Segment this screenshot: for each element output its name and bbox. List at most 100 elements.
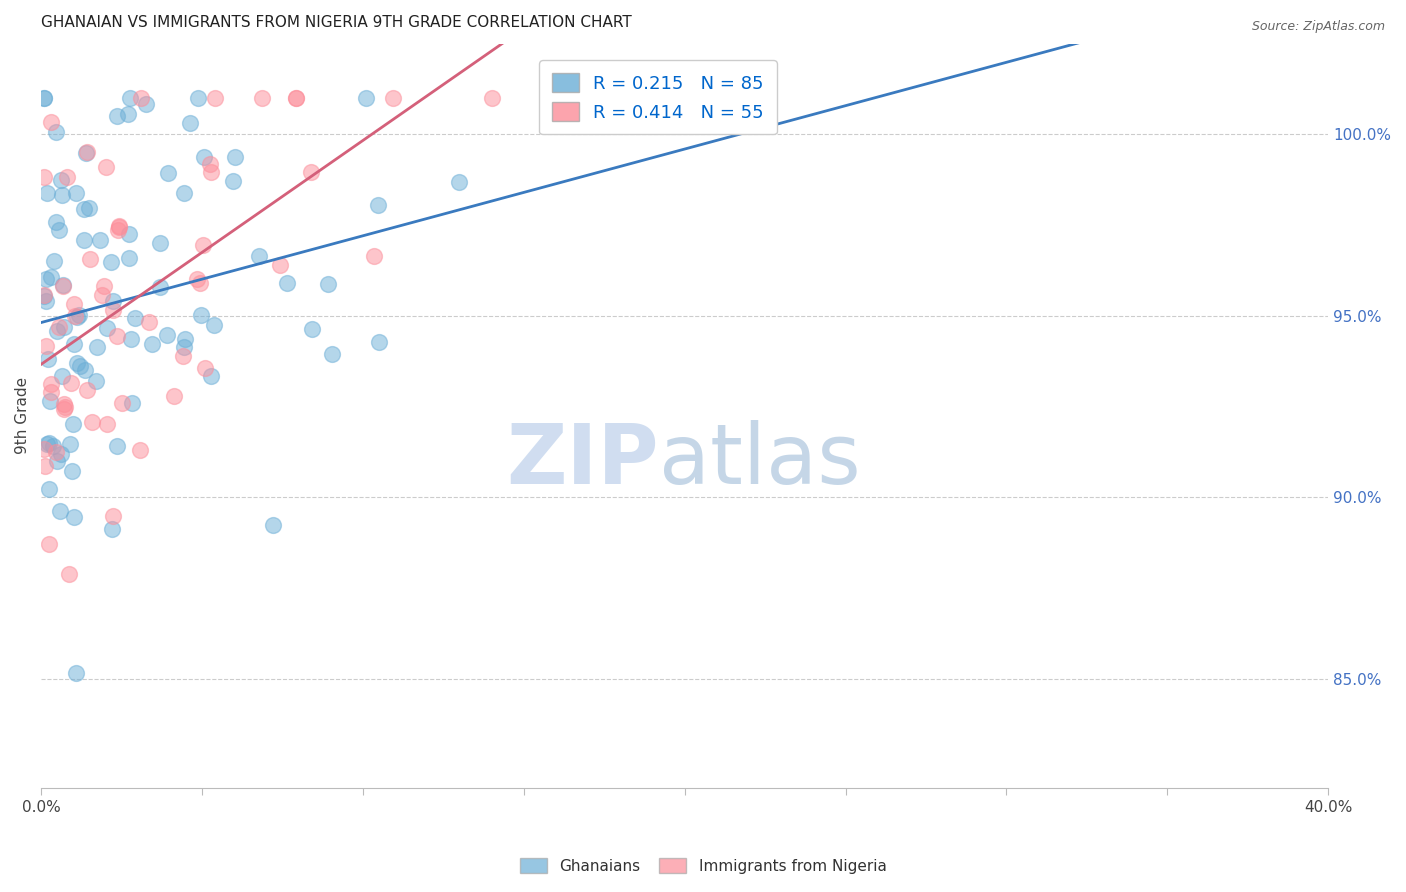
- Point: [69, 359, 91, 374]
- Point: [191, 237, 214, 252]
- Point: [76, 145, 98, 160]
- Point: [73, 233, 96, 247]
- Point: [82, 415, 104, 429]
- Point: [52, 279, 75, 293]
- Point: [96, 320, 118, 334]
- Point: [356, 91, 378, 105]
- Point: [45, 444, 67, 458]
- Point: [269, 258, 291, 272]
- Point: [45, 125, 67, 139]
- Point: [173, 340, 195, 354]
- Point: [39, 393, 62, 408]
- Point: [120, 332, 142, 346]
- Point: [53, 397, 76, 411]
- Point: [141, 337, 163, 351]
- Point: [39, 377, 62, 392]
- Point: [49, 172, 72, 186]
- Point: [194, 360, 217, 375]
- Point: [39, 115, 62, 129]
- Point: [65, 665, 87, 680]
- Point: [35, 186, 58, 201]
- Point: [118, 251, 141, 265]
- Point: [48, 223, 70, 237]
- Text: Source: ZipAtlas.com: Source: ZipAtlas.com: [1251, 20, 1385, 33]
- Point: [135, 96, 157, 111]
- Point: [53, 400, 76, 414]
- Point: [39, 269, 62, 284]
- Point: [84, 374, 107, 388]
- Point: [46, 324, 69, 338]
- Point: [53, 320, 76, 334]
- Point: [93, 279, 115, 293]
- Point: [35, 339, 58, 353]
- Point: [224, 150, 246, 164]
- Point: [368, 335, 391, 350]
- Point: [299, 165, 322, 179]
- Point: [173, 186, 195, 201]
- Legend: R = 0.215   N = 85, R = 0.414   N = 55: R = 0.215 N = 85, R = 0.414 N = 55: [540, 60, 776, 134]
- Point: [34, 287, 56, 301]
- Point: [186, 91, 208, 105]
- Point: [39, 384, 62, 399]
- Point: [138, 315, 160, 329]
- Point: [100, 254, 122, 268]
- Point: [157, 166, 180, 180]
- Point: [276, 276, 298, 290]
- Point: [107, 219, 129, 233]
- Point: [49, 447, 72, 461]
- Point: [51, 369, 73, 384]
- Point: [285, 91, 308, 105]
- Point: [34, 289, 56, 303]
- Point: [101, 522, 124, 536]
- Point: [222, 174, 245, 188]
- Point: [48, 320, 70, 334]
- Legend: Ghanaians, Immigrants from Nigeria: Ghanaians, Immigrants from Nigeria: [513, 852, 893, 880]
- Point: [34, 91, 56, 105]
- Point: [34, 272, 56, 286]
- Point: [108, 219, 131, 234]
- Point: [200, 165, 222, 179]
- Point: [51, 188, 73, 202]
- Point: [37, 436, 59, 450]
- Point: [65, 186, 87, 201]
- Point: [90, 288, 112, 302]
- Point: [89, 233, 111, 247]
- Point: [129, 91, 152, 105]
- Point: [34, 459, 56, 474]
- Point: [42, 439, 65, 453]
- Point: [110, 396, 132, 410]
- Point: [118, 91, 141, 105]
- Point: [34, 91, 56, 105]
- Point: [77, 201, 100, 215]
- Point: [38, 435, 60, 450]
- Point: [63, 510, 86, 524]
- Point: [200, 369, 222, 384]
- Point: [45, 214, 67, 228]
- Point: [66, 356, 89, 370]
- Point: [186, 272, 208, 286]
- Point: [101, 302, 124, 317]
- Point: [67, 308, 90, 322]
- Point: [52, 277, 75, 292]
- Point: [34, 442, 56, 456]
- Point: [107, 439, 129, 453]
- Point: [105, 109, 128, 123]
- Text: ZIP: ZIP: [506, 420, 659, 500]
- Point: [75, 145, 97, 160]
- Point: [34, 169, 56, 184]
- Point: [63, 337, 86, 351]
- Point: [56, 170, 79, 185]
- Point: [204, 91, 226, 105]
- Point: [38, 537, 60, 551]
- Point: [53, 401, 76, 416]
- Point: [42, 254, 65, 268]
- Point: [118, 227, 141, 241]
- Point: [66, 310, 89, 325]
- Point: [128, 443, 150, 458]
- Point: [148, 280, 170, 294]
- Point: [174, 332, 197, 346]
- Point: [363, 249, 385, 263]
- Point: [117, 107, 139, 121]
- Point: [449, 175, 471, 189]
- Point: [49, 504, 72, 518]
